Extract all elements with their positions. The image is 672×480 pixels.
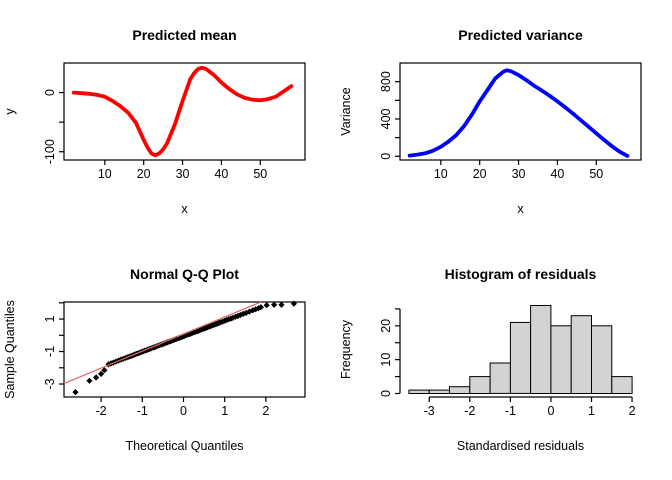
predicted-mean-title: Predicted mean	[132, 27, 236, 43]
predicted-mean-x-tick-label: 10	[98, 167, 112, 181]
residual-histogram-y-tick-label: 10	[379, 353, 393, 367]
predicted-variance-y-tick-label: 400	[379, 108, 393, 129]
qq-plot-x-tick-label: -2	[96, 404, 107, 418]
qq-plot-x-tick-label: 1	[221, 404, 228, 418]
qq-plot-points	[72, 300, 298, 396]
predicted-variance-title: Predicted variance	[458, 27, 583, 43]
qq-plot-chart: Normal Q-Q Plot Theoretical Quantiles Samp…	[3, 266, 306, 453]
residual-histogram-bar	[408, 389, 430, 395]
qq-plot-ylabel: Sample Quantiles	[3, 300, 17, 399]
residual-histogram-bar	[509, 321, 532, 394]
residual-histogram-title: Histogram of residuals	[445, 266, 597, 282]
panel-qq-plot: Normal Q-Q Plot Theoretical Quantiles Samp…	[0, 240, 336, 480]
predicted-variance-x-tick-label: 50	[589, 167, 603, 181]
predicted-mean-plot-box	[63, 62, 306, 161]
qq-plot-x-tick-label: 0	[180, 404, 187, 418]
panel-residual-histogram: Histogram of residuals Standardised resid…	[336, 240, 672, 480]
qq-plot-y-tick-label: -3	[43, 378, 57, 389]
residual-histogram-bar	[611, 376, 633, 395]
residual-histogram-x-tick-label: -3	[424, 404, 435, 418]
predicted-variance-y-tick-label: 0	[379, 153, 393, 160]
predicted-variance-ylabel: Variance	[339, 87, 353, 135]
predicted-variance-x-tick-label: 10	[434, 167, 448, 181]
predicted-mean-curve	[71, 65, 294, 158]
qq-plot-y-tick-label: 1	[43, 316, 57, 323]
residual-histogram-x-tick-label: 1	[588, 404, 595, 418]
predicted-variance-chart: Predicted variance x Variance 10 20 30 40 50 0 40…	[339, 27, 642, 216]
qq-plot-plot-box	[63, 301, 306, 398]
predicted-mean-chart: Predicted mean x y 10 20 30 40 50 -100 0	[3, 27, 306, 216]
predicted-mean-xlabel: x	[181, 202, 188, 216]
panel-predicted-mean: Predicted mean x y 10 20 30 40 50 -100 0	[0, 0, 336, 240]
predicted-mean-y-tick-label: 0	[43, 89, 57, 96]
residual-histogram-bar	[469, 376, 491, 395]
residual-histogram-x-tick-label: 2	[629, 404, 636, 418]
predicted-variance-y-tick-label: 800	[379, 71, 393, 92]
residual-histogram-bar	[530, 305, 552, 394]
residual-histogram-bar	[489, 362, 511, 394]
residual-histogram-bar	[449, 386, 471, 394]
predicted-variance-xlabel: x	[517, 202, 524, 216]
predicted-mean-x-tick-label: 20	[137, 167, 151, 181]
residual-histogram-x-tick-label: -2	[464, 404, 475, 418]
residual-histogram-x-tick-label: 0	[547, 404, 554, 418]
residual-histogram-x-tick-label: -1	[505, 404, 516, 418]
qq-plot-x-tick-label: -1	[137, 404, 148, 418]
predicted-mean-ylabel: y	[3, 108, 17, 115]
qq-plot-xlabel: Theoretical Quantiles	[125, 439, 243, 453]
residual-histogram-bar	[550, 325, 572, 394]
predicted-variance-x-tick-label: 30	[512, 167, 526, 181]
qq-plot-x-tick-label: 2	[262, 404, 269, 418]
panel-predicted-variance: Predicted variance x Variance 10 20 30 40 50 0 40…	[336, 0, 672, 240]
predicted-variance-x-tick-label: 40	[550, 167, 564, 181]
qq-plot-reference-line	[63, 301, 262, 385]
residual-histogram-xlabel: Standardised residuals	[457, 439, 584, 453]
qq-plot-y-tick-label: -1	[43, 346, 57, 357]
residual-histogram-y-tick-label: 0	[379, 390, 393, 397]
residual-histogram-y-tick-label: 20	[379, 319, 393, 333]
predicted-mean-x-tick-label: 30	[176, 167, 190, 181]
predicted-mean-y-tick-label: -100	[43, 139, 57, 164]
residual-histogram-bar	[570, 315, 592, 394]
predicted-variance-x-tick-label: 20	[473, 167, 487, 181]
qq-plot-title: Normal Q-Q Plot	[130, 266, 239, 282]
predicted-mean-x-tick-label: 40	[214, 167, 228, 181]
predicted-variance-curve	[407, 68, 630, 158]
residual-histogram-bar	[591, 325, 613, 394]
residual-histogram-ylabel: Frequency	[339, 319, 353, 379]
predicted-mean-x-tick-label: 50	[253, 167, 267, 181]
residual-histogram-chart: Histogram of residuals Standardised resid…	[339, 266, 636, 453]
residual-histogram-bar	[428, 389, 450, 395]
predicted-variance-plot-box	[399, 62, 642, 161]
